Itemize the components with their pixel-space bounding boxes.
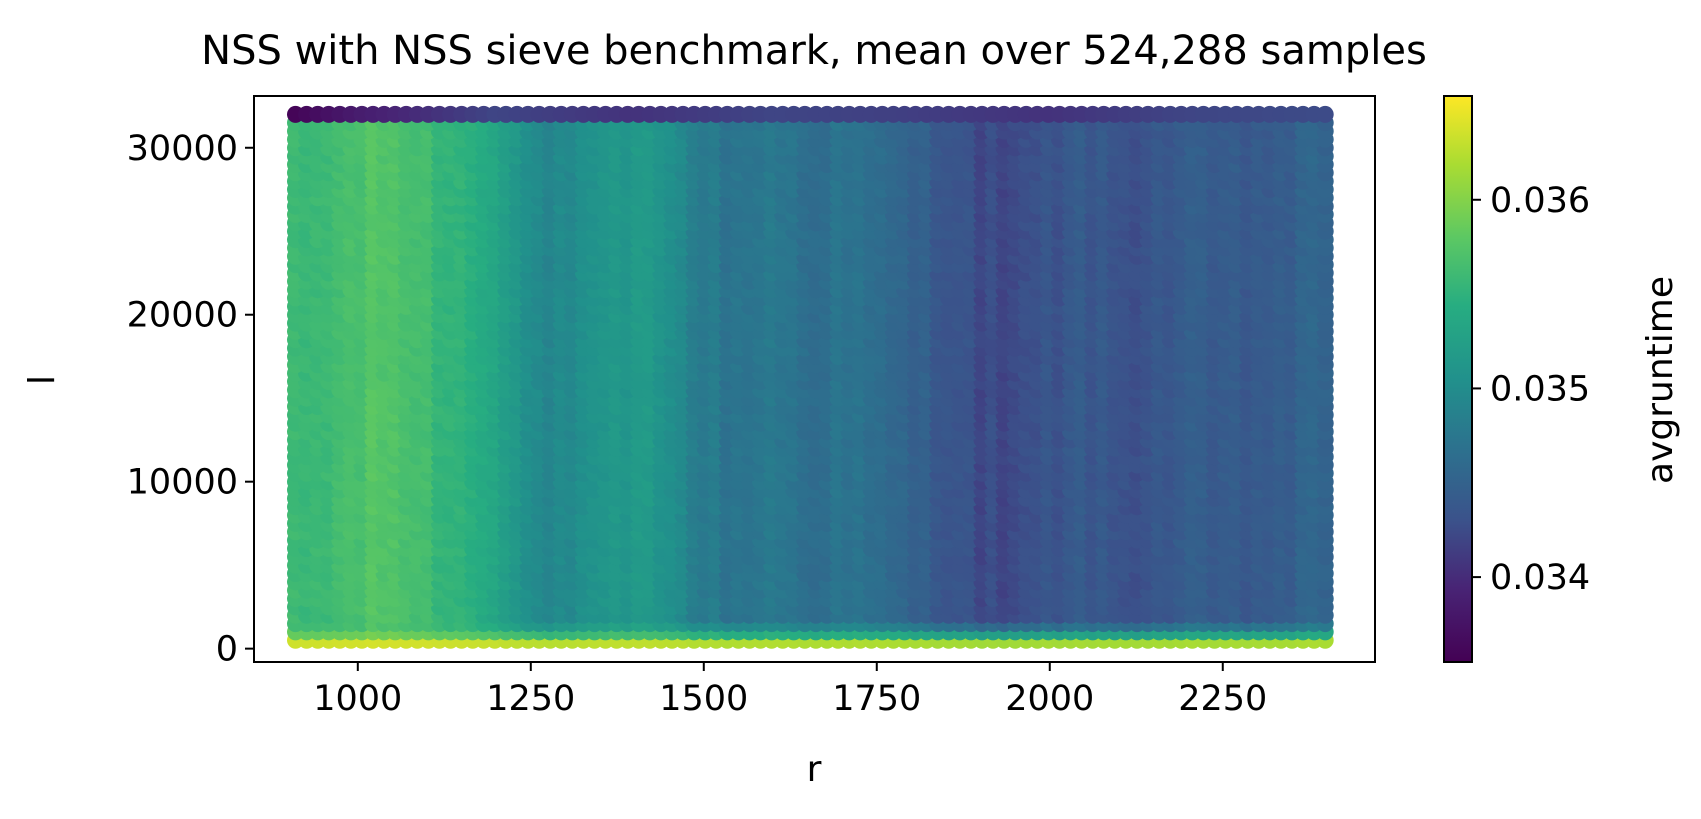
chart-title: NSS with NSS sieve benchmark, mean over … xyxy=(201,28,1427,74)
scatter-points xyxy=(287,105,1334,649)
